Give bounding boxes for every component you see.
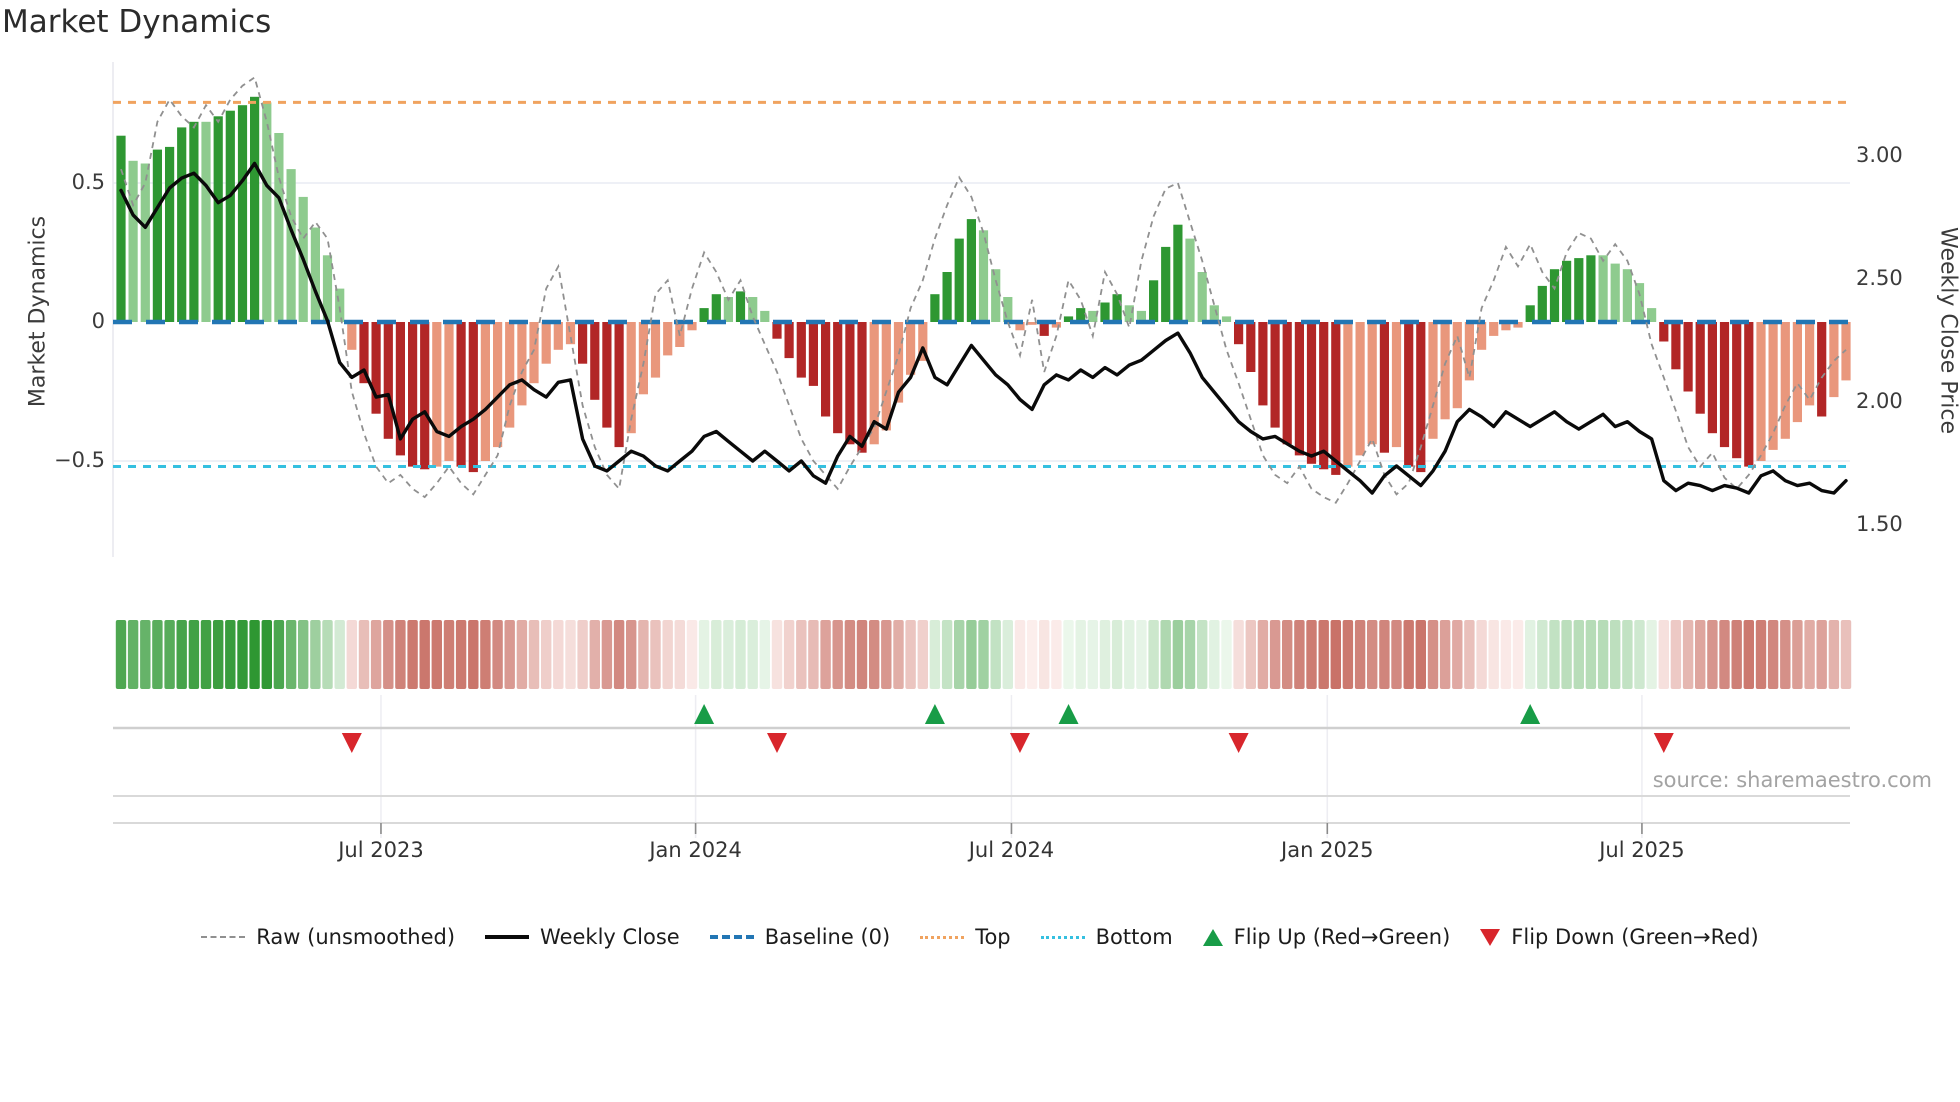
flip-marker-band [113, 695, 1850, 838]
bottom-threshold-swatch-icon [1040, 935, 1085, 939]
flip-down-triangle-icon [1480, 928, 1501, 946]
right-axis-label: Weekly Close Price [1935, 227, 1960, 434]
source-attribution: source: sharemaestro.com [1652, 768, 1932, 792]
page-title: Market Dynamics [2, 4, 272, 40]
legend-label: Raw (unsmoothed) [256, 925, 456, 949]
left-tick-0_5: 0.5 [71, 170, 105, 194]
x-tick-jul-2024: Jul 2024 [968, 838, 1055, 862]
x-tick-jul-2025: Jul 2025 [1599, 838, 1685, 862]
right-tick-1_50: 1.50 [1856, 512, 1903, 536]
legend-item-top: Top [920, 925, 1011, 949]
heatmap-strip [115, 620, 1852, 689]
legend-label: Weekly Close [540, 925, 680, 949]
x-tick-jan-2024: Jan 2024 [649, 838, 742, 862]
oscillator-bars [116, 96, 1851, 475]
raw-line [120, 75, 1847, 504]
legend-label: Bottom [1095, 925, 1173, 949]
legend-item-baseline: Baseline (0) [709, 925, 891, 949]
right-tick-2_50: 2.50 [1856, 266, 1903, 290]
baseline-swatch-icon [709, 935, 754, 939]
weekly-close-line-swatch-icon [485, 935, 530, 939]
threshold-lines [113, 100, 1850, 469]
x-tick-jan-2025: Jan 2025 [1281, 838, 1374, 862]
legend-label: Flip Down (Green→Red) [1511, 925, 1759, 949]
legend-label: Baseline (0) [764, 925, 891, 949]
gridlines [112, 62, 1850, 557]
x-tick-jul-2023: Jul 2023 [338, 838, 424, 862]
right-tick-3_00: 3.00 [1856, 143, 1903, 167]
legend: Raw (unsmoothed) Weekly Close Baseline (… [0, 925, 1960, 949]
top-threshold-swatch-icon [920, 935, 965, 939]
left-tick-0: 0 [91, 309, 105, 333]
legend-item-raw: Raw (unsmoothed) [201, 925, 455, 949]
right-tick-2_00: 2.00 [1856, 389, 1903, 413]
weekly-close-line [119, 161, 1848, 495]
legend-item-flip-down: Flip Down (Green→Red) [1480, 925, 1759, 949]
raw-line-swatch-icon [201, 936, 246, 938]
legend-item-flip-up: Flip Up (Red→Green) [1202, 925, 1451, 949]
legend-item-weekly-close: Weekly Close [485, 925, 680, 949]
legend-item-bottom: Bottom [1040, 925, 1173, 949]
legend-label: Top [975, 925, 1011, 949]
legend-label: Flip Up (Red→Green) [1233, 925, 1451, 949]
left-tick-neg0_5: −0.5 [54, 448, 105, 472]
flip-up-triangle-icon [1202, 928, 1223, 946]
lower-band [113, 795, 1850, 834]
